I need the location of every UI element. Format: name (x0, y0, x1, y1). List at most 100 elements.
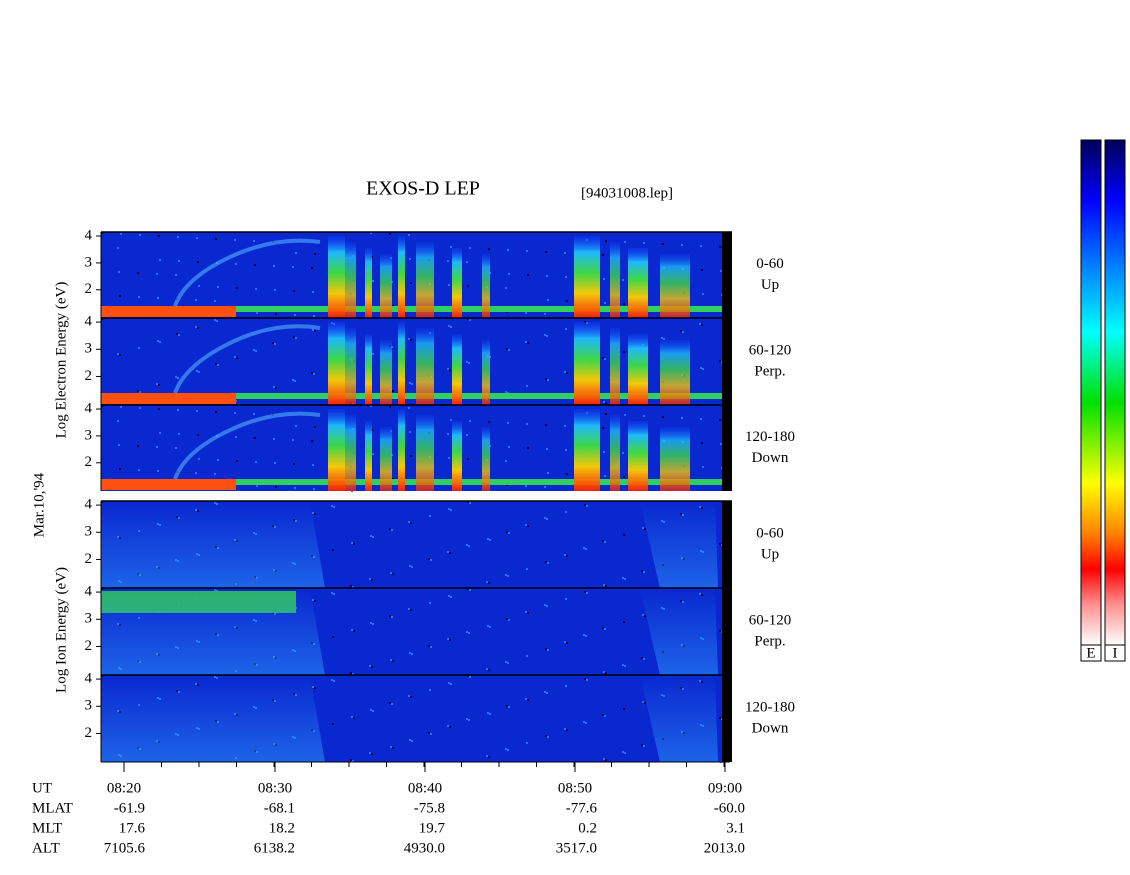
noise (489, 626, 491, 628)
noise (566, 300, 568, 302)
noise (392, 573, 394, 575)
noise (586, 592, 588, 594)
noise (215, 238, 217, 240)
noise (663, 338, 665, 340)
direction-label: Down (752, 450, 789, 466)
noise (565, 328, 567, 330)
noise (256, 485, 258, 487)
noise (547, 649, 549, 651)
noise (602, 714, 604, 716)
ephemeris-value: -68.1 (264, 800, 295, 816)
noise (525, 312, 527, 314)
data-gap (722, 318, 732, 405)
ion-axis-label: Log Ion Energy (eV) (53, 567, 69, 693)
noise (409, 739, 411, 741)
arc-feature (173, 411, 321, 480)
y-tick-label: 2 (85, 638, 93, 654)
ephemeris-value: 19.7 (419, 820, 446, 836)
noise (411, 740, 413, 742)
colorbar-label: I (1113, 645, 1118, 661)
y-tick-label: 4 (85, 671, 93, 687)
noise (117, 420, 119, 422)
noise (137, 445, 139, 447)
noise (643, 571, 645, 573)
noise (505, 391, 507, 393)
noise (466, 631, 468, 633)
noise (101, 318, 103, 320)
noise (507, 749, 509, 751)
noise (488, 421, 490, 423)
noise (293, 290, 295, 292)
burst (452, 421, 462, 491)
noise (273, 438, 275, 440)
noise (526, 423, 528, 425)
noise (450, 246, 452, 248)
direction-label: Up (761, 546, 779, 562)
ephemeris-value: -61.9 (114, 800, 145, 816)
noise (120, 406, 122, 408)
x-tick-label: 08:30 (258, 780, 292, 796)
noise (699, 323, 701, 325)
noise (602, 427, 604, 429)
burst (380, 340, 392, 405)
noise (564, 641, 566, 643)
burst (452, 334, 462, 405)
noise (527, 525, 529, 527)
noise (408, 608, 410, 610)
ephemeris-name: ALT (32, 840, 60, 856)
low-energy-band (101, 306, 236, 317)
noise (525, 485, 527, 487)
burst (380, 254, 392, 318)
noise (450, 683, 452, 685)
electron-axis-label: Log Electron Energy (eV) (53, 282, 69, 439)
noise (253, 413, 255, 415)
noise (295, 252, 297, 254)
burst (380, 427, 392, 491)
ion-feature (101, 501, 325, 588)
noise (156, 446, 158, 448)
direction-label: Up (761, 277, 779, 293)
noise (644, 702, 646, 704)
noise (294, 380, 296, 382)
noise (175, 274, 177, 276)
burst (345, 328, 356, 405)
noise (256, 312, 258, 314)
noise (564, 425, 566, 427)
noise (605, 402, 607, 404)
noise (565, 276, 567, 278)
y-tick-label: 3 (85, 341, 93, 357)
y-tick-label: 3 (85, 611, 93, 627)
noise (505, 574, 507, 576)
noise (275, 313, 277, 315)
noise (507, 662, 509, 664)
noise (314, 330, 316, 332)
noise (544, 486, 546, 488)
noise (178, 334, 180, 336)
noise (369, 578, 371, 580)
noise (372, 353, 374, 355)
ephemeris-value: 0.2 (578, 820, 597, 836)
burst (610, 415, 620, 491)
ion-feature (640, 675, 718, 762)
burst (660, 427, 690, 491)
ephemeris-name: MLT (32, 820, 62, 836)
noise (467, 318, 469, 320)
noise (644, 528, 646, 530)
noise (488, 582, 490, 584)
noise (487, 538, 489, 540)
noise (546, 605, 548, 607)
noise (331, 505, 333, 507)
noise (392, 390, 394, 392)
noise (605, 240, 607, 242)
noise (545, 378, 547, 380)
noise (486, 581, 488, 583)
noise (118, 444, 120, 446)
noise (255, 350, 257, 352)
noise (566, 372, 568, 374)
noise (410, 522, 412, 524)
noise (602, 357, 604, 359)
noise (372, 623, 374, 625)
noise (584, 504, 586, 506)
noise (449, 726, 451, 728)
